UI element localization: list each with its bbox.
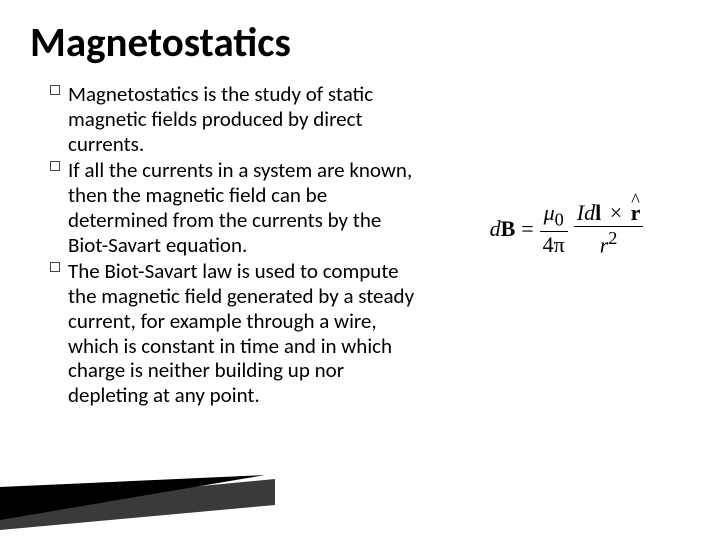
sym-rhat: ^ r	[631, 202, 641, 224]
fraction-bar	[574, 226, 644, 227]
decoration-back-triangle	[0, 479, 275, 530]
bullet-item: If all the currents in a system are know…	[50, 158, 415, 257]
sym-cross: ×	[607, 200, 625, 225]
page-title: Magnetostatics	[30, 18, 690, 68]
bullet-item: Magnetostatics is the study of static ma…	[50, 82, 415, 156]
sym-d2: d	[584, 200, 595, 225]
fraction-denominator: r2	[597, 229, 621, 256]
hat-icon: ^	[631, 192, 640, 211]
fraction-mu-4pi: μ0 4π	[540, 202, 568, 256]
corner-decoration-icon	[0, 475, 275, 530]
bullet-marker-icon	[50, 262, 60, 272]
formula-column: dB = μ0 4π Idl × ^ r	[443, 82, 690, 256]
bullet-marker-icon	[50, 85, 60, 95]
sym-I: I	[577, 200, 584, 225]
content-row: Magnetostatics is the study of static ma…	[30, 82, 690, 410]
bullet-text: The Biot-Savart law is used to compute t…	[68, 258, 414, 408]
fraction-denominator: 4π	[540, 234, 568, 256]
sym-d: d	[490, 216, 501, 241]
sym-B: B	[501, 216, 516, 241]
bullet-marker-icon	[50, 161, 60, 171]
bullet-text: Magnetostatics is the study of static ma…	[68, 81, 373, 157]
bullet-item: The Biot-Savart law is used to compute t…	[50, 259, 415, 408]
sym-mu: μ	[544, 200, 555, 225]
sym-exp2: 2	[608, 228, 617, 248]
biot-savart-formula: dB = μ0 4π Idl × ^ r	[490, 202, 644, 256]
bullet-text: If all the currents in a system are know…	[68, 157, 412, 257]
sym-equals: =	[521, 216, 533, 242]
sym-sub0: 0	[555, 210, 564, 230]
fraction-idl-r2: Idl × ^ r r2	[574, 202, 644, 256]
fraction-numerator: μ0	[541, 202, 567, 229]
sym-l: l	[595, 200, 601, 225]
formula-left: dB	[490, 216, 516, 242]
sym-r2: r	[600, 232, 609, 257]
fraction-numerator: Idl × ^ r	[574, 202, 644, 224]
decoration-front-triangle	[0, 475, 265, 520]
bullets-column: Magnetostatics is the study of static ma…	[50, 82, 415, 410]
